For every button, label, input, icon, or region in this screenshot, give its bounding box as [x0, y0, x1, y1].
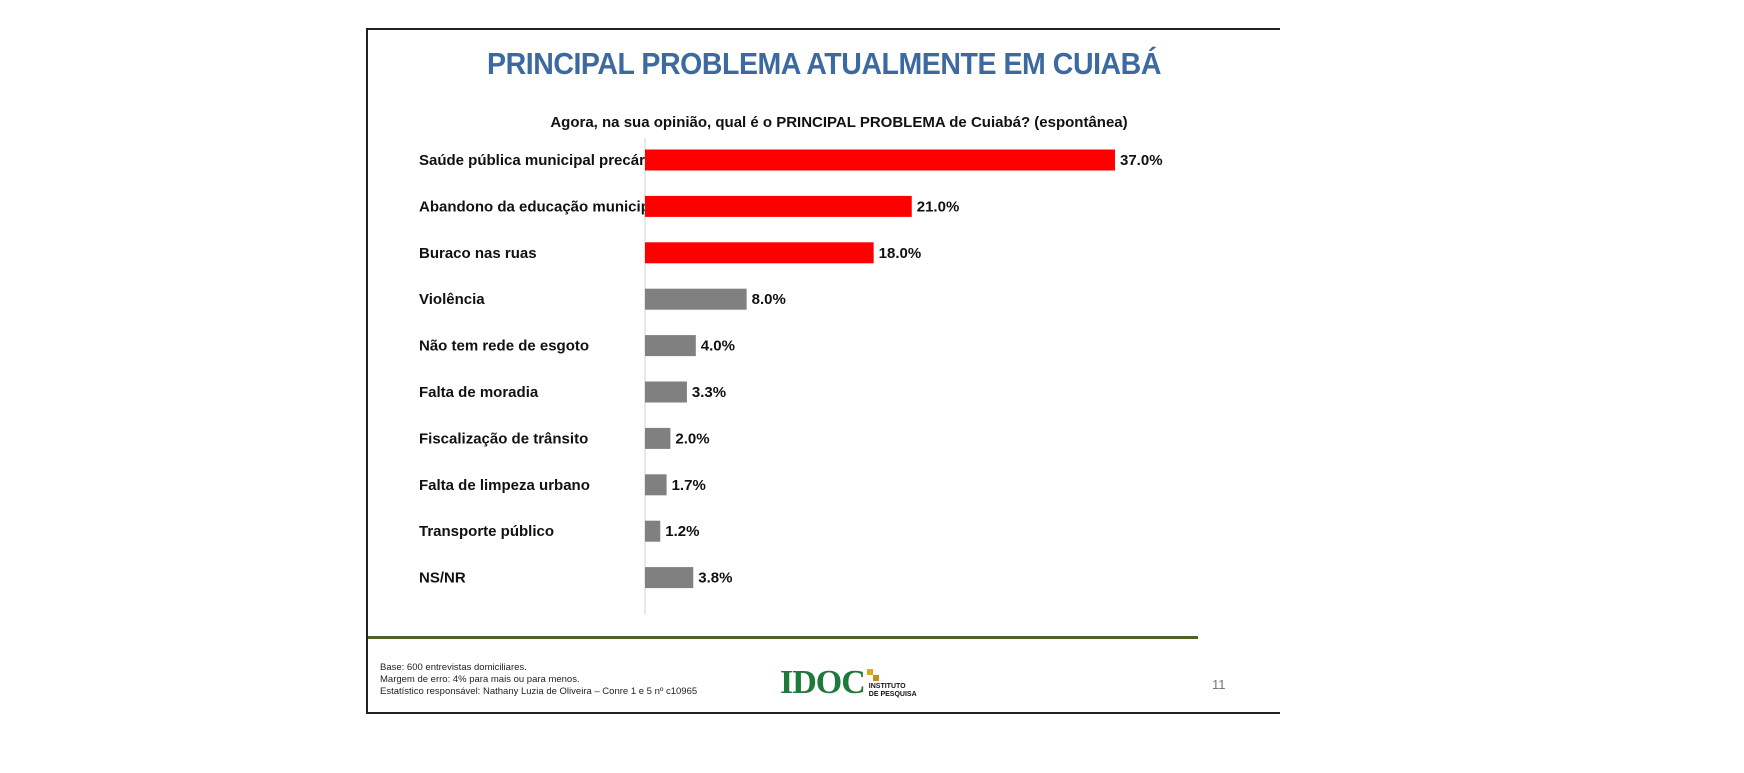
- footnote-margin: Margem de erro: 4% para mais ou para men…: [380, 674, 580, 685]
- category-label: Saúde pública municipal precária: [419, 152, 658, 169]
- data-label: 2.0%: [675, 430, 709, 447]
- idoc-logo: IDOC INSTITUTO DE PESQUISA: [780, 663, 917, 703]
- bar: [645, 567, 694, 589]
- footnote-statistician: Estatístico responsável: Nathany Luzia d…: [380, 686, 698, 697]
- bar: [645, 195, 912, 217]
- data-label: 3.3%: [692, 384, 726, 401]
- category-label: Não tem rede de esgoto: [419, 338, 589, 355]
- bar: [645, 288, 747, 310]
- data-label: 3.8%: [698, 570, 732, 587]
- page-number: 11: [1212, 677, 1226, 692]
- footer-divider: [368, 636, 1198, 639]
- category-label: NS/NR: [419, 570, 466, 587]
- category-label: Falta de limpeza urbano: [419, 477, 590, 494]
- category-label: Buraco nas ruas: [419, 245, 537, 262]
- logo-subtitle: INSTITUTO DE PESQUISA: [869, 683, 917, 699]
- slide: PRINCIPAL PROBLEMA ATUALMENTE EM CUIABÁ …: [366, 28, 1280, 714]
- logo-sub-line1: INSTITUTO: [868, 683, 906, 690]
- data-label: 8.0%: [752, 291, 786, 308]
- bar: [645, 149, 1115, 171]
- logo-sub-line2: DE PESQUISA: [868, 691, 917, 698]
- bar: [645, 335, 696, 357]
- bar: [645, 427, 671, 449]
- data-label: 1.7%: [672, 477, 706, 494]
- data-label: 4.0%: [701, 338, 735, 355]
- logo-text: IDOC: [780, 664, 866, 701]
- bar: [645, 520, 661, 542]
- data-label: 21.0%: [917, 198, 960, 215]
- logo-square-icon: [866, 669, 879, 681]
- category-label: Abandono da educação municipal: [419, 198, 662, 215]
- footnote-base: Base: 600 entrevistas domiciliares.: [380, 662, 527, 673]
- footnotes: Base: 600 entrevistas domiciliares. Marg…: [380, 662, 697, 698]
- data-label: 37.0%: [1120, 152, 1163, 169]
- bar: [645, 381, 687, 403]
- category-label: Violência: [419, 291, 485, 308]
- question-subtitle: Agora, na sua opinião, qual é o PRINCIPA…: [550, 114, 1128, 131]
- data-label: 18.0%: [879, 245, 922, 262]
- category-label: Transporte público: [419, 523, 554, 540]
- category-label: Falta de moradia: [419, 384, 539, 401]
- bar: [645, 242, 874, 264]
- bar: [645, 474, 667, 496]
- data-label: 1.2%: [665, 523, 699, 540]
- slide-title: PRINCIPAL PROBLEMA ATUALMENTE EM CUIABÁ: [487, 46, 1161, 81]
- category-label: Fiscalização de trânsito: [419, 430, 588, 447]
- bar-chart: Saúde pública municipal precária 37.0% Aba…: [419, 138, 1163, 615]
